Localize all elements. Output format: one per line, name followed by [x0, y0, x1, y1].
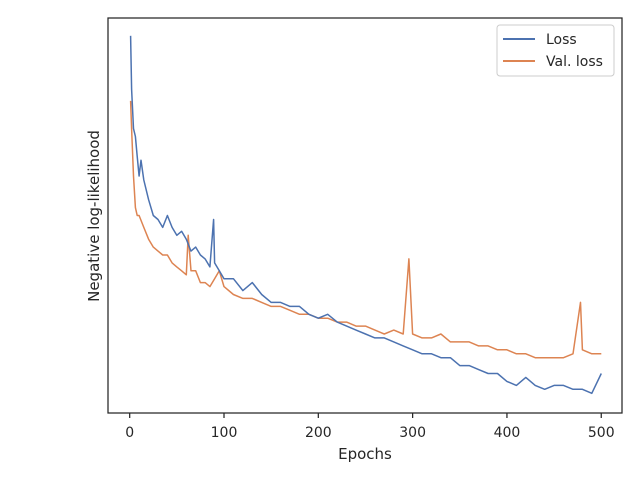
x-tick-label: 100 — [211, 425, 238, 441]
axes-frame — [107, 17, 623, 414]
x-tick-label: 400 — [494, 425, 521, 441]
series-layer — [129, 35, 602, 395]
y-axis-label: Negative log-likelihood — [85, 130, 103, 302]
series-line-loss — [129, 35, 602, 395]
legend-label: Loss — [546, 32, 577, 48]
legend-box — [496, 24, 615, 77]
x-tick-label: 500 — [588, 425, 615, 441]
x-tick-label: 200 — [305, 425, 332, 441]
x-tick-label: 0 — [125, 425, 134, 441]
legend: Loss Val. loss — [496, 24, 615, 77]
plot-area — [108, 18, 622, 413]
x-axis-label: Epochs — [338, 445, 392, 463]
legend-label: Val. loss — [546, 54, 603, 70]
x-tick-label: 300 — [399, 425, 426, 441]
x-axis-ticks: 0 100 200 300 400 500 — [125, 413, 615, 441]
